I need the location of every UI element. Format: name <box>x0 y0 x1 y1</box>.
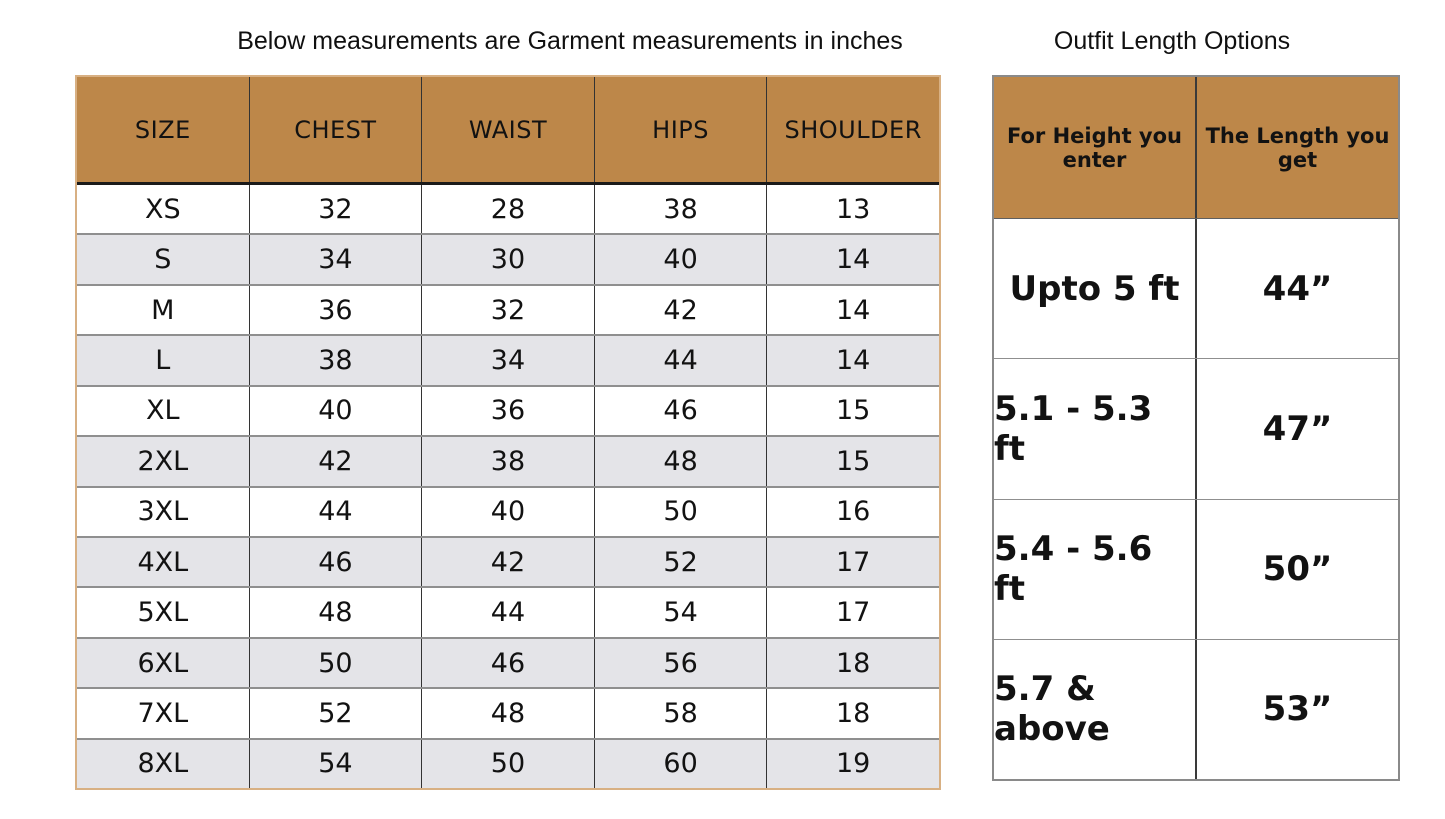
table-cell: 52 <box>595 537 768 587</box>
table-cell: 15 <box>835 445 871 477</box>
table-row: S 34 30 40 14 <box>77 233 939 284</box>
table-cell: 58 <box>595 689 768 738</box>
table-cell: 46 <box>250 537 423 587</box>
header-size: SIZE <box>77 77 250 182</box>
outfit-length-header-row: For Height you enter The Length you get <box>994 77 1398 219</box>
header-chest: CHEST <box>250 77 423 182</box>
table-row: 8XL 54 50 60 19 <box>77 737 939 789</box>
table-cell: XL <box>77 386 250 436</box>
garment-measurements-table: SIZE CHEST WAIST HIPS SHOULDER XS 32 28 38 1… <box>75 75 941 790</box>
table-row: 5XL 48 44 54 17 <box>77 586 939 637</box>
table-cell: 32 <box>422 285 595 335</box>
table-cell: 5.4 - 5.6 ft <box>994 499 1197 639</box>
table-cell: Upto 5 ft <box>994 219 1197 359</box>
table-cell: 17 <box>835 597 871 629</box>
table-cell: 38 <box>422 437 595 486</box>
table-cell: 60 <box>595 739 768 789</box>
table-cell: 8XL <box>77 739 250 789</box>
table-cell: 17 <box>835 546 871 578</box>
table-cell: 44 <box>595 336 768 385</box>
table-cell: 54 <box>595 588 768 637</box>
garment-table-title: Below measurements are Garment measureme… <box>237 27 903 55</box>
table-cell: 5XL <box>77 588 250 637</box>
table-cell: 38 <box>595 185 768 234</box>
table-cell: 4XL <box>77 537 250 587</box>
outfit-length-table: For Height you enter The Length you get … <box>992 75 1400 781</box>
table-cell: 48 <box>595 437 768 486</box>
table-row: 5.1 - 5.3 ft 47” <box>994 358 1398 499</box>
table-cell: 42 <box>250 437 423 486</box>
header-height-you-enter: For Height you enter <box>994 77 1197 218</box>
table-cell: 19 <box>835 748 871 780</box>
outfit-length-table-body: Upto 5 ft 44” 5.1 - 5.3 ft 47” 5.4 - 5.6 ft 5… <box>994 219 1398 779</box>
table-cell: 16 <box>835 496 871 528</box>
table-cell: 47” <box>1262 408 1333 449</box>
table-row: 3XL 44 40 50 16 <box>77 485 939 536</box>
table-cell: 42 <box>595 285 768 335</box>
table-cell: 40 <box>250 386 423 436</box>
table-cell: 52 <box>250 689 423 738</box>
table-row: Upto 5 ft 44” <box>994 219 1398 359</box>
table-cell: XS <box>77 185 250 234</box>
table-cell: 7XL <box>77 689 250 738</box>
table-row: 7XL 52 48 58 18 <box>77 687 939 738</box>
table-cell: 54 <box>250 739 423 789</box>
table-cell: 40 <box>422 487 595 536</box>
table-cell: 53” <box>1262 689 1333 730</box>
table-cell: 6XL <box>77 638 250 688</box>
header-shoulder: SHOULDER <box>784 115 922 144</box>
table-cell: 30 <box>422 235 595 284</box>
table-row: XS 32 28 38 13 <box>77 185 939 234</box>
table-cell: 44 <box>422 588 595 637</box>
table-cell: 18 <box>835 647 871 679</box>
table-cell: 36 <box>422 386 595 436</box>
table-cell: 5.1 - 5.3 ft <box>994 359 1197 499</box>
table-cell: 50 <box>595 487 768 536</box>
table-cell: 28 <box>422 185 595 234</box>
table-row: 5.7 & above 53” <box>994 638 1398 779</box>
table-cell: 48 <box>422 689 595 738</box>
table-row: 5.4 - 5.6 ft 50” <box>994 498 1398 639</box>
header-waist: WAIST <box>422 77 595 182</box>
garment-table-header-row: SIZE CHEST WAIST HIPS SHOULDER <box>77 77 939 185</box>
table-cell: 14 <box>835 244 871 276</box>
table-row: L 38 34 44 14 <box>77 334 939 385</box>
header-length-you-get: The Length you get <box>1205 123 1390 172</box>
table-cell: 15 <box>835 395 871 427</box>
table-cell: 32 <box>250 185 423 234</box>
table-cell: 2XL <box>77 437 250 486</box>
table-cell: 46 <box>422 638 595 688</box>
table-cell: 3XL <box>77 487 250 536</box>
table-cell: 13 <box>835 193 871 225</box>
table-cell: 36 <box>250 285 423 335</box>
header-hips: HIPS <box>595 77 768 182</box>
table-cell: 14 <box>835 294 871 326</box>
garment-table-body: XS 32 28 38 13 S 34 30 40 14 M 36 32 42 14 L 38 34 44 14 XL 4… <box>77 185 939 789</box>
table-cell: 44 <box>250 487 423 536</box>
table-row: XL 40 36 46 15 <box>77 384 939 436</box>
table-cell: 40 <box>595 235 768 284</box>
table-row: M 36 32 42 14 <box>77 283 939 335</box>
table-cell: 44” <box>1262 268 1333 309</box>
table-cell: 38 <box>250 336 423 385</box>
outfit-length-table-title: Outfit Length Options <box>1053 27 1291 55</box>
table-row: 2XL 42 38 48 15 <box>77 435 939 486</box>
table-cell: 46 <box>595 386 768 436</box>
table-row: 4XL 46 42 52 17 <box>77 535 939 587</box>
table-row: 6XL 50 46 56 18 <box>77 636 939 688</box>
table-cell: 50” <box>1262 549 1333 590</box>
table-cell: 5.7 & above <box>994 639 1197 779</box>
table-cell: 50 <box>422 739 595 789</box>
table-cell: 42 <box>422 537 595 587</box>
table-cell: 50 <box>250 638 423 688</box>
table-cell: L <box>77 336 250 385</box>
table-cell: M <box>77 285 250 335</box>
table-cell: S <box>77 235 250 284</box>
table-cell: 48 <box>250 588 423 637</box>
table-cell: 34 <box>422 336 595 385</box>
table-cell: 18 <box>835 697 871 729</box>
table-cell: 14 <box>835 344 871 376</box>
table-cell: 34 <box>250 235 423 284</box>
table-cell: 56 <box>595 638 768 688</box>
